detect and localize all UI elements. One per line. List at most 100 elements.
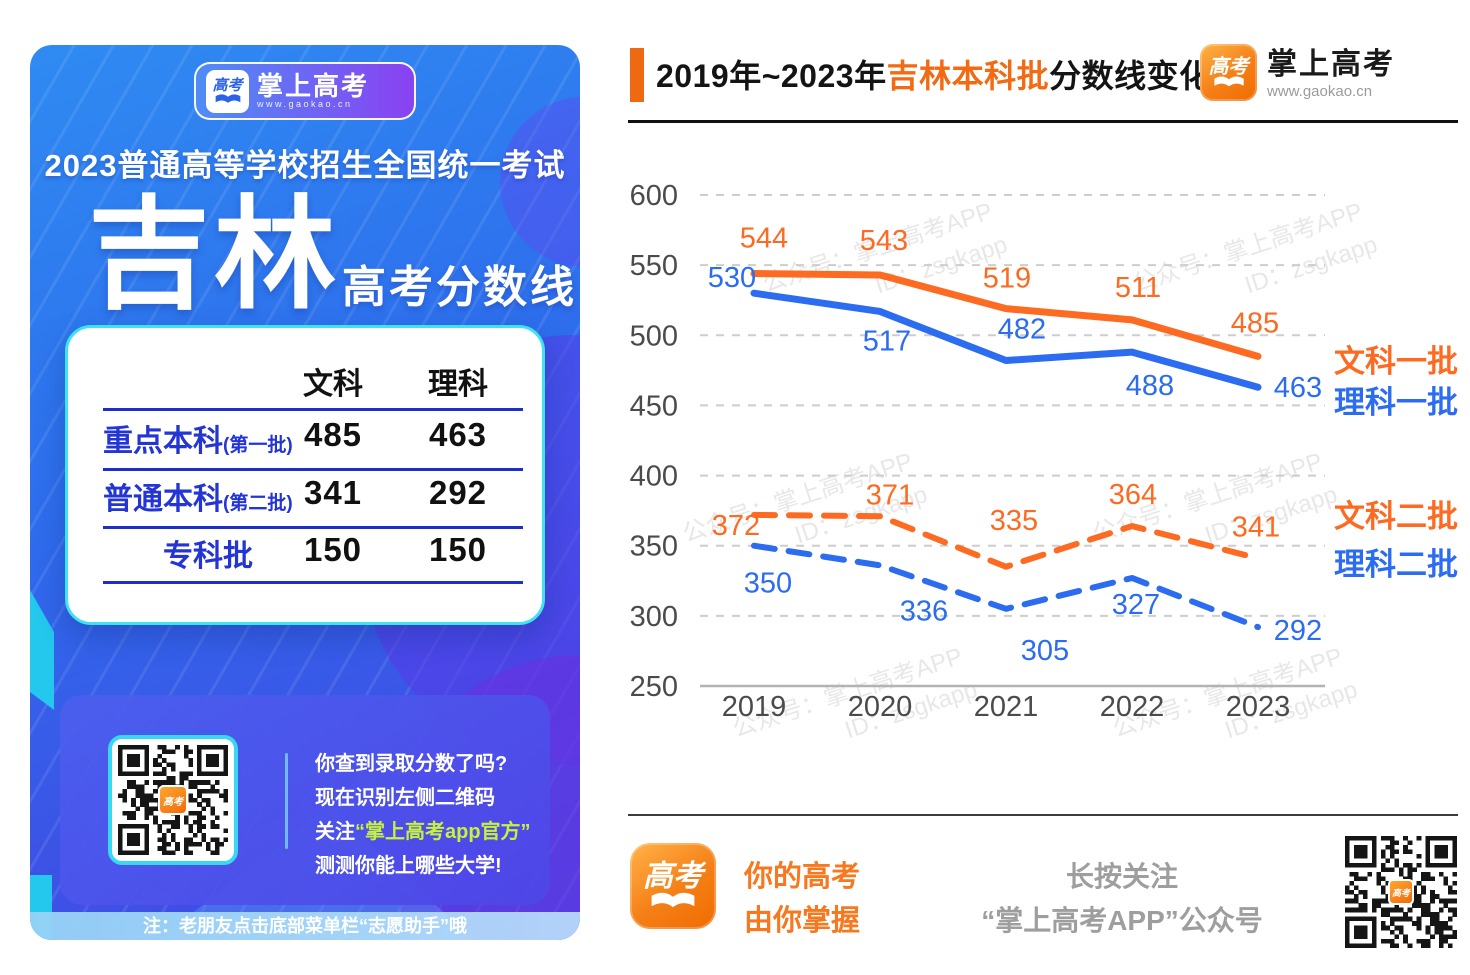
svg-text:488: 488: [1126, 370, 1174, 402]
gaokao-calligraphy: 高考: [212, 75, 243, 94]
slogan-line: 由你掌握: [744, 905, 861, 937]
table-rule: [103, 468, 523, 471]
province-name: 吉林: [88, 187, 340, 323]
svg-text:485: 485: [1231, 307, 1279, 339]
score-value: 485: [303, 416, 363, 453]
score-value: 150: [428, 531, 488, 568]
svg-text:2020: 2020: [848, 691, 913, 723]
svg-text:364: 364: [1109, 479, 1157, 511]
table-rule: [103, 408, 523, 411]
svg-text:305: 305: [1021, 635, 1069, 667]
gaokao-calligraphy: 高考: [1208, 54, 1249, 78]
svg-text:理科二批: 理科二批: [1334, 547, 1458, 582]
gaokao-app-icon: 高考: [1200, 44, 1257, 101]
follow-line: 长按关注: [1065, 861, 1178, 892]
qr-text-line: 测测你能上哪些大学!: [315, 855, 502, 877]
svg-text:335: 335: [990, 505, 1038, 537]
gaokao-app-icon-footer: 高考: [630, 843, 716, 929]
row-label: 重点本科: [103, 425, 223, 458]
follow-line: “掌上高考APP”公众号: [981, 905, 1263, 936]
chart-title: 2019年~2023年吉林本科批分数线变化图: [656, 58, 1245, 94]
table-rule: [103, 581, 523, 584]
svg-text:300: 300: [630, 601, 678, 633]
trend-chart-panel: 2019年~2023年吉林本科批分数线变化图 高考 掌上高考 www.gaoka…: [612, 0, 1470, 975]
svg-text:292: 292: [1274, 615, 1322, 647]
row-label: 专科批: [163, 540, 253, 573]
score-value: 150: [303, 531, 363, 568]
svg-text:327: 327: [1112, 589, 1160, 621]
chart-title-highlight: 吉林本科批: [886, 58, 1050, 94]
svg-text:519: 519: [983, 263, 1031, 295]
gaokao-calligraphy: 高考: [643, 858, 703, 894]
qr-follow-panel: 高考 你查到录取分数了吗? 现在识别左侧二维码 关注“掌上高考app官方” 测测…: [60, 695, 550, 905]
gaokao-poster: 高考 掌上高考 www.gaokao.cn 2023普通高等学校招生全国统一考试…: [30, 45, 580, 940]
header-divider: [628, 120, 1458, 123]
svg-text:336: 336: [900, 595, 948, 627]
open-book-icon: [1213, 76, 1244, 87]
open-book-icon: [215, 93, 240, 103]
svg-text:517: 517: [863, 325, 911, 357]
svg-text:371: 371: [866, 479, 914, 511]
svg-text:350: 350: [630, 531, 678, 563]
svg-text:372: 372: [712, 510, 760, 542]
svg-text:341: 341: [1232, 511, 1280, 543]
svg-text:350: 350: [744, 568, 792, 600]
svg-text:550: 550: [630, 250, 678, 282]
qr-center-logo: 高考: [1388, 879, 1414, 905]
brand-badge: 高考 掌上高考 www.gaokao.cn: [194, 62, 416, 120]
wechat-qr-code-footer: 高考: [1345, 836, 1458, 949]
score-value: 292: [428, 474, 488, 511]
svg-text:544: 544: [740, 223, 788, 255]
column-header-like: 理科: [428, 368, 488, 401]
open-book-icon: [651, 892, 695, 907]
table-row: 普通本科(第二批) 341 292: [68, 474, 542, 518]
brand-url: www.gaokao.cn: [1267, 82, 1373, 100]
qr-text-line: 关注“掌上高考app官方”: [315, 821, 531, 843]
qr-text-line: 现在识别左侧二维码: [315, 787, 495, 809]
footer-divider: [628, 814, 1458, 816]
slogan-line: 你的高考: [744, 861, 861, 893]
qr-call-to-action: 你查到录取分数了吗? 现在识别左侧二维码 关注“掌上高考app官方” 测测你能上…: [315, 747, 532, 883]
svg-text:2019: 2019: [722, 691, 787, 723]
column-header-wenke: 文科: [303, 368, 363, 401]
svg-text:400: 400: [630, 461, 678, 493]
svg-text:511: 511: [1115, 272, 1161, 304]
app-official-highlight: “掌上高考app官方”: [355, 821, 531, 843]
exam-title: 2023普通高等学校招生全国统一考试: [44, 148, 566, 183]
vertical-divider: [285, 753, 288, 849]
svg-text:2022: 2022: [1100, 691, 1165, 723]
score-line-subtitle: 高考分数线: [342, 263, 577, 312]
svg-text:250: 250: [630, 671, 678, 703]
title-accent-bar: [630, 48, 644, 102]
table-header: 文科 理科: [68, 359, 542, 401]
svg-text:482: 482: [998, 314, 1046, 346]
svg-text:2023: 2023: [1226, 691, 1291, 723]
brand-name: 掌上高考: [257, 70, 370, 101]
svg-text:文科二批: 文科二批: [1334, 499, 1458, 534]
table-row: 重点本科(第一批) 485 463: [68, 416, 542, 460]
row-label: 普通本科: [103, 483, 223, 516]
svg-text:600: 600: [630, 180, 678, 212]
score-value: 463: [428, 416, 488, 453]
brand-logo-top-right: 高考 掌上高考 www.gaokao.cn: [1200, 44, 1395, 101]
table-row: 专科批 150 150: [68, 531, 542, 575]
score-value: 341: [303, 474, 363, 511]
brand-url: www.gaokao.cn: [257, 99, 353, 110]
svg-text:文科一批: 文科一批: [1334, 344, 1458, 379]
gaokao-app-icon: 高考: [206, 69, 249, 113]
brand-slogan: 你的高考 由你掌握: [744, 855, 860, 943]
svg-text:450: 450: [630, 390, 678, 422]
svg-text:543: 543: [860, 225, 908, 257]
svg-text:2021: 2021: [974, 691, 1039, 723]
brand-name: 掌上高考: [1267, 48, 1395, 81]
qr-text-line: 你查到录取分数了吗?: [315, 753, 508, 775]
qr-center-logo: 高考: [158, 785, 188, 815]
svg-text:500: 500: [630, 320, 678, 352]
row-label-note: (第二批): [223, 493, 293, 514]
svg-text:530: 530: [708, 262, 756, 294]
svg-text:463: 463: [1274, 372, 1322, 404]
footer-note: 注：老朋友点击底部菜单栏“志愿助手”哦: [30, 912, 580, 940]
table-rule: [103, 526, 523, 529]
wechat-qr-code: 高考: [108, 735, 238, 865]
